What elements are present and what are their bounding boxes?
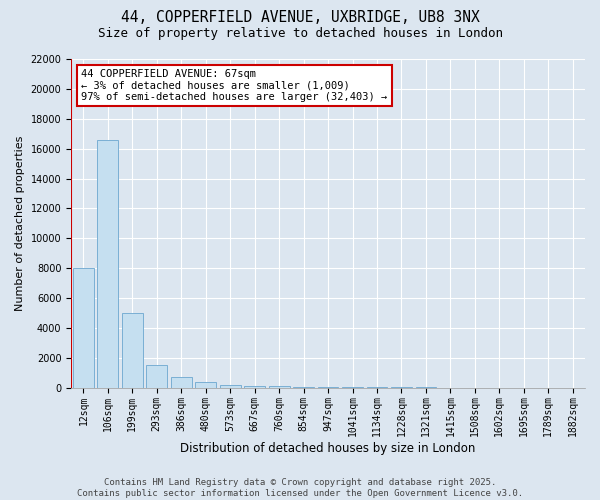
- Bar: [220, 385, 241, 388]
- Bar: [97, 140, 118, 388]
- Y-axis label: Number of detached properties: Number of detached properties: [15, 136, 25, 311]
- Bar: [244, 386, 265, 388]
- Bar: [146, 366, 167, 388]
- Bar: [317, 387, 338, 388]
- Bar: [293, 387, 314, 388]
- Text: 44, COPPERFIELD AVENUE, UXBRIDGE, UB8 3NX: 44, COPPERFIELD AVENUE, UXBRIDGE, UB8 3N…: [121, 10, 479, 25]
- Bar: [171, 377, 191, 388]
- Text: 44 COPPERFIELD AVENUE: 67sqm
← 3% of detached houses are smaller (1,009)
97% of : 44 COPPERFIELD AVENUE: 67sqm ← 3% of det…: [82, 69, 388, 102]
- Text: Contains HM Land Registry data © Crown copyright and database right 2025.
Contai: Contains HM Land Registry data © Crown c…: [77, 478, 523, 498]
- Bar: [122, 313, 143, 388]
- Bar: [196, 382, 216, 388]
- Text: Size of property relative to detached houses in London: Size of property relative to detached ho…: [97, 28, 503, 40]
- Bar: [342, 387, 363, 388]
- Bar: [73, 268, 94, 388]
- X-axis label: Distribution of detached houses by size in London: Distribution of detached houses by size …: [181, 442, 476, 455]
- Bar: [269, 386, 290, 388]
